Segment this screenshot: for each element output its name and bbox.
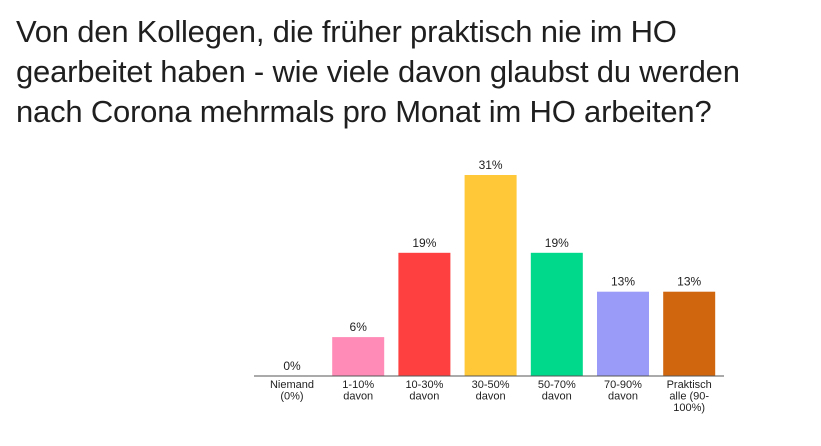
bars-group — [332, 175, 716, 376]
category-label-4-line-1: davon — [542, 391, 572, 403]
category-label-5-line-0: 70-90% — [604, 379, 642, 391]
bar-6 — [663, 291, 716, 376]
value-label-5: 13% — [611, 275, 635, 289]
category-label-5-line-1: davon — [608, 391, 638, 403]
category-label-4-line-0: 50-70% — [538, 379, 576, 391]
category-label-1-line-0: 1-10% — [342, 379, 374, 391]
category-label-3-line-1: davon — [476, 391, 506, 403]
value-label-4: 19% — [545, 236, 569, 250]
category-label-6-line-2: 100%) — [673, 402, 705, 414]
bar-4 — [530, 252, 583, 376]
value-label-1: 6% — [350, 320, 368, 334]
value-label-6: 13% — [677, 275, 701, 289]
category-label-2-line-0: 10-30% — [405, 379, 443, 391]
category-label-2-line-1: davon — [409, 391, 439, 403]
bar-3 — [464, 175, 517, 376]
category-label-0-line-0: Niemand — [270, 379, 314, 391]
bar-1 — [332, 337, 385, 376]
value-label-2: 19% — [412, 236, 436, 250]
category-label-3-line-0: 30-50% — [472, 379, 510, 391]
bar-5 — [597, 291, 649, 376]
category-label-0-line-1: (0%) — [280, 391, 303, 403]
category-label-1-line-1: davon — [343, 391, 373, 403]
bar-2 — [398, 252, 451, 376]
labels-group: 0%Niemand(0%)6%1-10%davon19%10-30%davon3… — [270, 158, 712, 414]
category-label-6-line-0: Praktisch — [667, 379, 712, 391]
chart-title: Von den Kollegen, die früher praktisch n… — [16, 14, 740, 129]
value-label-0: 0% — [283, 359, 301, 373]
value-label-3: 31% — [479, 158, 503, 172]
category-label-6-line-1: alle (90- — [669, 391, 709, 403]
